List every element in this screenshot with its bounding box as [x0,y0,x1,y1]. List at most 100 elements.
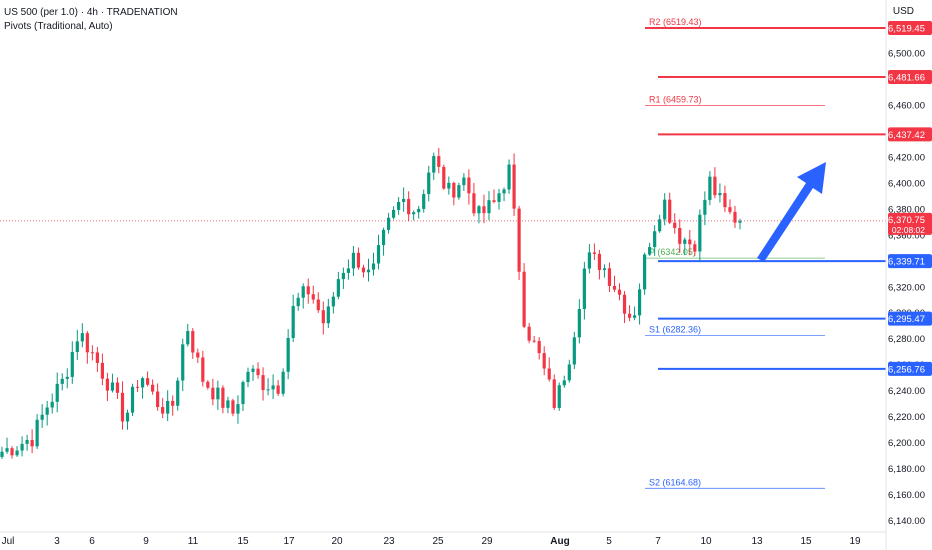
indicator-title[interactable]: Pivots (Traditional, Auto) [4,21,113,32]
candle-body [653,231,657,248]
candle-body [467,177,471,194]
key-level-tag [888,20,932,35]
candle-body [140,378,145,388]
key-level-label: 6,295.47 [888,314,925,325]
key-level-tag [888,69,932,84]
time-tick-label: 15 [800,536,812,547]
candle-body [487,200,491,214]
key-level-tag [888,361,932,376]
candle-body [95,352,99,363]
candle-body [361,267,366,273]
candle-body [231,400,235,414]
candle-body [567,364,571,381]
key-level-tag [888,254,932,269]
candle-body [351,252,356,269]
candle-body [673,222,677,228]
candle-body [663,199,667,220]
candle-body [341,272,345,280]
candle-body [236,404,240,414]
candle-body [130,386,135,413]
candle-body [281,371,285,394]
key-level-label: 6,437.42 [888,130,925,141]
candle-body [321,310,325,324]
candle-body [80,333,84,342]
pivot-label-r2: R2 (6519.43) [649,17,702,27]
candle-body [693,244,697,252]
candle-body [60,378,64,384]
candle-body [171,400,175,406]
candle-body [371,263,376,270]
candle-body [306,286,310,295]
price-tick-label: 6,160.00 [888,490,925,501]
candle-body [120,392,125,422]
candle-body [336,279,340,297]
candle-body [296,297,300,307]
time-tick-label: 29 [481,536,493,547]
time-tick-label: 17 [283,536,295,547]
candle-body [386,217,391,230]
price-tick-label: 6,320.00 [888,282,925,293]
candle-body [648,247,652,255]
candle-body [733,211,737,223]
candle-body [271,385,275,390]
candle-body [15,450,19,456]
candle-body [607,268,612,286]
candle-body [597,253,602,271]
candlestick-series [0,147,742,460]
candle-body [70,352,74,377]
candle-body [602,268,607,271]
price-tick-label: 6,380.00 [888,204,925,215]
candle-body [201,357,205,382]
candle-body [35,419,39,447]
candle-body [196,352,200,358]
price-tick-label: 6,280.00 [888,334,925,345]
candle-body [728,207,732,212]
candle-body [376,245,381,264]
time-tick-label: 7 [655,536,661,547]
symbol-title[interactable]: US 500 (per 1.0) · 4h · TRADENATION [4,7,178,18]
key-level-tag [888,311,932,326]
key-level-label: 6,519.45 [888,23,925,34]
candle-body [286,337,290,372]
candle-body [547,368,551,380]
candle-body [346,268,351,273]
candle-body [442,166,446,189]
price-axis[interactable]: 6,140.00 6,160.00 6,180.00 6,200.00 6,220.00… [885,0,932,550]
candle-body [668,199,672,223]
candle-body [462,177,466,186]
time-tick-label: Aug [550,536,569,547]
time-axis[interactable]: Jul 3 6 9 11 15 17 20 23 25 29 Aug 5 7 10 13 15 19 [0,531,886,547]
time-tick-label: 9 [143,536,149,547]
candle-body [331,296,335,307]
candle-body [452,182,456,198]
time-tick-label: 13 [751,536,763,547]
current-price-tag [888,212,932,235]
current-price-label: 6,370.75 [888,215,925,226]
currency-label: USD [892,6,914,17]
candle-body [100,362,105,379]
price-tick-label: 6,500.00 [888,49,925,60]
candle-body [90,352,94,354]
candle-body [366,269,371,273]
candle-body [708,176,712,200]
candle-body [562,380,566,386]
candle-body [703,199,707,215]
price-tick-label: 6,400.00 [888,178,925,189]
candle-body [105,378,110,391]
candle-body [517,208,521,272]
candle-body [276,385,280,394]
candle-body [110,382,115,391]
time-tick-label: 10 [700,536,712,547]
candle-body [627,313,632,318]
up-arrow-shape [757,162,826,262]
candle-body [261,375,265,391]
key-level-label: 6,339.71 [888,257,925,268]
price-tick-label: 6,240.00 [888,386,925,397]
candle-body [457,185,461,198]
candle-body [226,400,230,408]
candle-body [482,206,486,214]
candle-body [552,379,556,408]
pivot-levels: R2 (6519.43) R1 (6459.73) P (6342.05) S1 (6… [0,17,886,489]
candle-body [632,315,637,318]
